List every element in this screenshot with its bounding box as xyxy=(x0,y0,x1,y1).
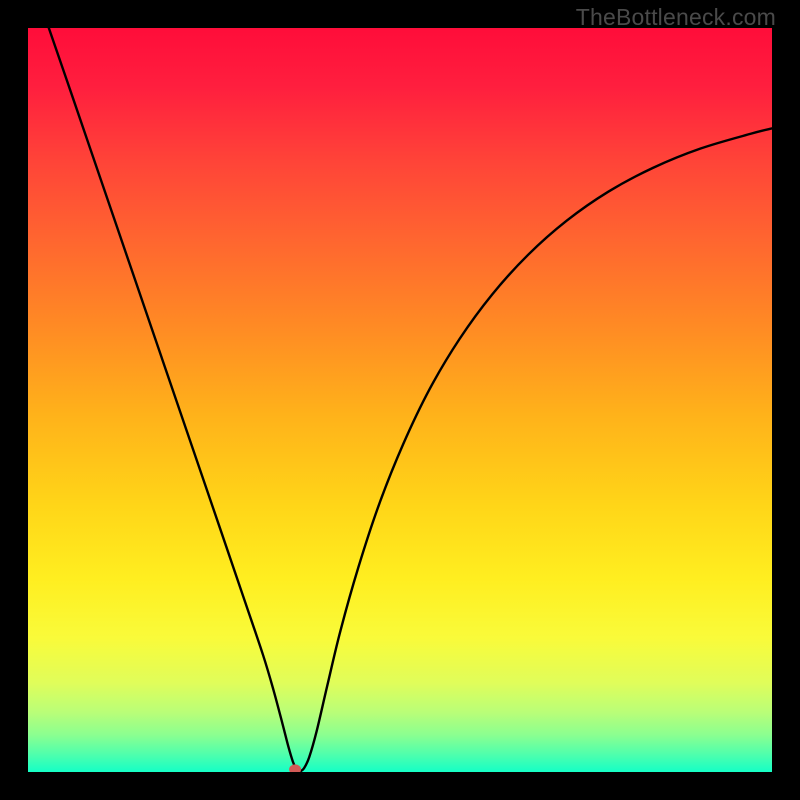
plot-area xyxy=(28,28,772,772)
watermark-text: TheBottleneck.com xyxy=(576,4,776,31)
curve-line xyxy=(28,28,772,772)
vertex-marker xyxy=(289,764,301,772)
